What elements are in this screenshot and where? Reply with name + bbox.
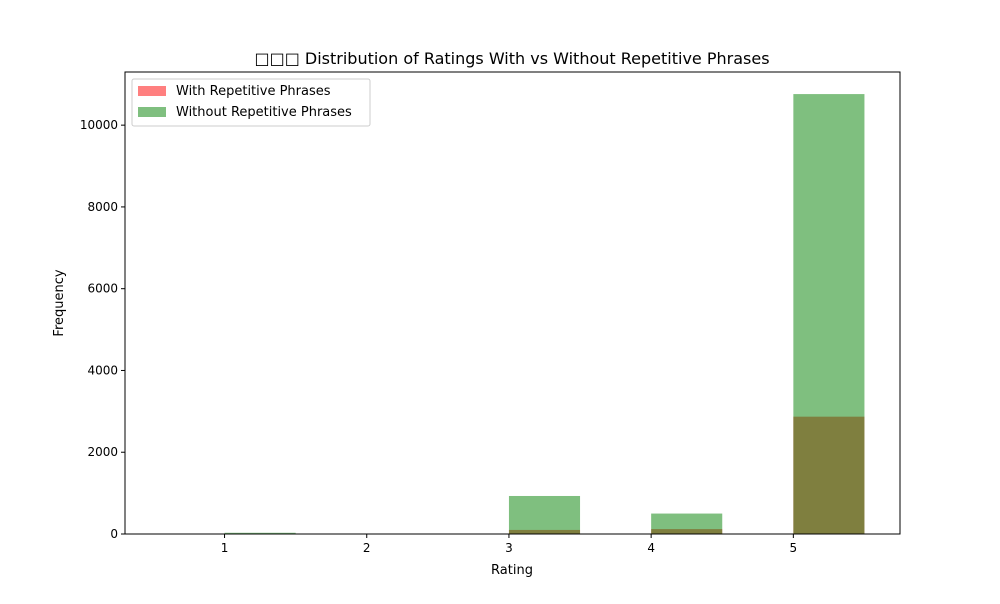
y-axis-label: Frequency <box>52 269 67 336</box>
legend: With Repetitive Phrases Without Repetitiv… <box>132 79 370 126</box>
plot-frame <box>125 72 900 534</box>
x-tick-label: 5 <box>790 541 798 555</box>
bar-series2-rating-5 <box>793 94 864 534</box>
x-tick-label: 1 <box>221 541 229 555</box>
bars-group <box>225 94 865 534</box>
x-tick-label: 2 <box>363 541 371 555</box>
y-tick-label: 0 <box>110 527 118 541</box>
bar-series2-rating-3 <box>509 496 580 534</box>
y-tick-label: 10000 <box>80 118 118 132</box>
x-tick-label: 4 <box>647 541 655 555</box>
legend-swatch <box>138 107 166 117</box>
bar-series2-rating-4 <box>651 514 722 534</box>
y-tick-label: 8000 <box>87 200 118 214</box>
legend-label: Without Repetitive Phrases <box>176 105 352 120</box>
y-tick-label: 2000 <box>87 445 118 459</box>
legend-swatch <box>138 86 166 96</box>
x-tick-label: 3 <box>505 541 513 555</box>
x-ticks-group: 1 2 3 4 5 <box>221 534 797 555</box>
y-ticks-group: 0 2000 4000 6000 8000 10000 <box>80 118 125 541</box>
y-tick-label: 4000 <box>87 363 118 377</box>
x-axis-label: Rating <box>491 563 533 578</box>
y-tick-label: 6000 <box>87 282 118 296</box>
chart-title: □□□ Distribution of Ratings With vs With… <box>254 49 769 68</box>
legend-label: With Repetitive Phrases <box>176 84 331 99</box>
